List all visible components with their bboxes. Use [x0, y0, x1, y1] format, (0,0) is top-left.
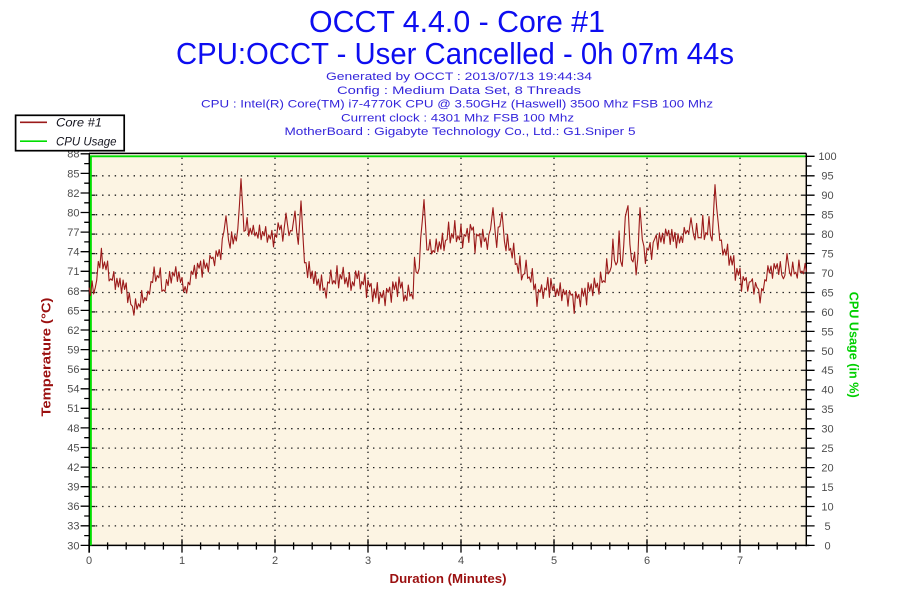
svg-text:Temperature (°C): Temperature (°C): [38, 298, 53, 417]
svg-text:60: 60: [821, 307, 833, 319]
svg-text:77: 77: [67, 227, 79, 239]
svg-text:55: 55: [821, 326, 833, 338]
svg-text:0: 0: [86, 555, 92, 567]
svg-text:33: 33: [67, 521, 79, 533]
svg-text:70: 70: [821, 268, 833, 280]
svg-text:6: 6: [644, 555, 650, 567]
svg-text:OCCT 4.4.0 - Core #1: OCCT 4.4.0 - Core #1: [309, 4, 605, 39]
svg-text:65: 65: [67, 305, 79, 317]
svg-text:51: 51: [67, 403, 79, 415]
svg-text:CPU Usage (in %): CPU Usage (in %): [847, 292, 862, 398]
svg-text:68: 68: [67, 286, 79, 298]
svg-text:25: 25: [821, 443, 833, 455]
svg-text:Duration (Minutes): Duration (Minutes): [390, 571, 507, 586]
svg-text:62: 62: [67, 325, 79, 337]
svg-text:71: 71: [67, 266, 79, 278]
svg-text:85: 85: [821, 210, 833, 222]
svg-text:80: 80: [821, 229, 833, 241]
svg-text:40: 40: [821, 385, 833, 397]
svg-text:95: 95: [821, 171, 833, 183]
svg-text:30: 30: [821, 424, 833, 436]
svg-text:88: 88: [67, 149, 79, 161]
svg-text:4: 4: [458, 555, 464, 567]
svg-text:Config : Medium Data Set, 8 Th: Config : Medium Data Set, 8 Threads: [337, 85, 582, 97]
svg-text:65: 65: [821, 287, 833, 299]
svg-text:30: 30: [67, 540, 79, 552]
svg-text:100: 100: [818, 151, 836, 163]
svg-text:MotherBoard : Gigabyte Technol: MotherBoard : Gigabyte Technology Co., L…: [285, 126, 636, 138]
svg-text:10: 10: [821, 501, 833, 513]
svg-text:54: 54: [67, 384, 79, 396]
svg-text:Generated by OCCT : 2013/07/13: Generated by OCCT : 2013/07/13 19:44:34: [326, 71, 592, 83]
svg-text:2: 2: [272, 555, 278, 567]
svg-text:56: 56: [67, 364, 79, 376]
svg-text:35: 35: [821, 404, 833, 416]
svg-text:42: 42: [67, 462, 79, 474]
svg-text:CPU:OCCT - User Cancelled - 0h: CPU:OCCT - User Cancelled - 0h 07m 44s: [176, 36, 734, 71]
svg-text:5: 5: [551, 555, 557, 567]
svg-text:0: 0: [824, 540, 830, 552]
svg-text:Current clock : 4301 Mhz FSB 1: Current clock : 4301 Mhz FSB 100 Mhz: [341, 113, 574, 125]
svg-text:75: 75: [821, 249, 833, 261]
svg-text:CPU : Intel(R) Core(TM) i7-477: CPU : Intel(R) Core(TM) i7-4770K CPU @ 3…: [201, 99, 713, 111]
svg-text:20: 20: [821, 463, 833, 475]
svg-text:5: 5: [824, 521, 830, 533]
svg-text:50: 50: [821, 346, 833, 358]
svg-text:74: 74: [67, 247, 79, 259]
svg-text:45: 45: [821, 365, 833, 377]
svg-text:15: 15: [821, 482, 833, 494]
svg-text:59: 59: [67, 345, 79, 357]
svg-text:39: 39: [67, 482, 79, 494]
svg-text:7: 7: [737, 555, 743, 567]
svg-text:48: 48: [67, 423, 79, 435]
svg-text:85: 85: [67, 168, 79, 180]
svg-text:36: 36: [67, 501, 79, 513]
svg-text:1: 1: [179, 555, 185, 567]
svg-text:Core #1: Core #1: [56, 118, 102, 130]
svg-text:90: 90: [821, 190, 833, 202]
svg-text:80: 80: [67, 207, 79, 219]
svg-text:82: 82: [67, 188, 79, 200]
svg-text:3: 3: [365, 555, 371, 567]
svg-text:CPU Usage: CPU Usage: [56, 136, 117, 148]
svg-text:45: 45: [67, 442, 79, 454]
